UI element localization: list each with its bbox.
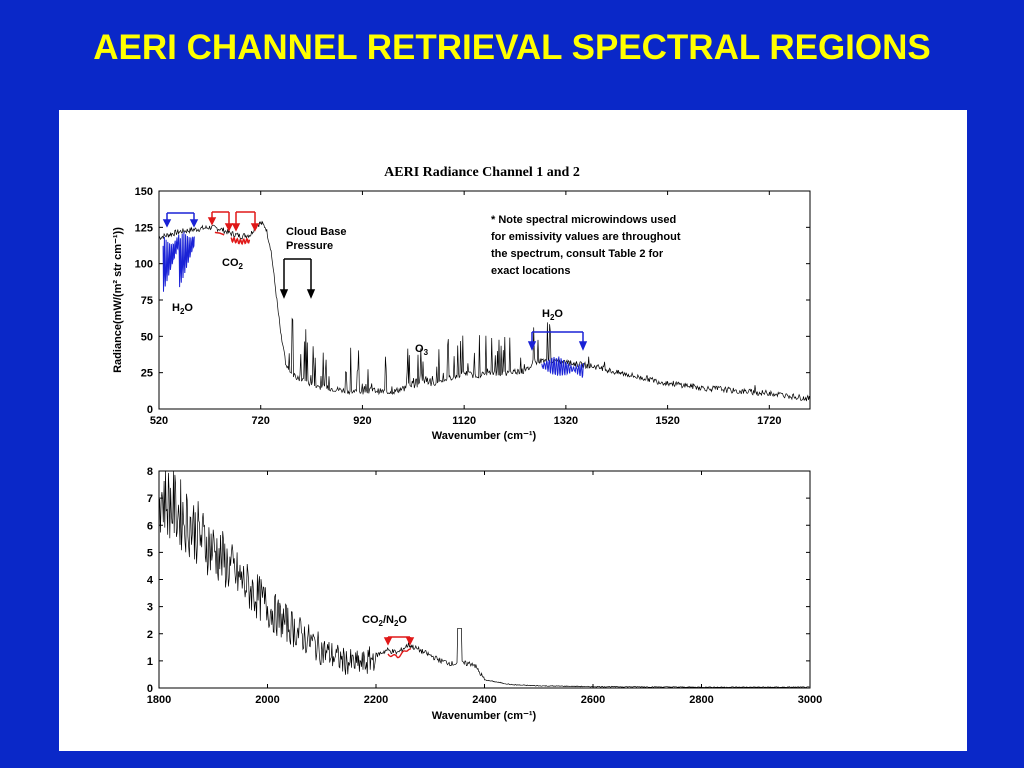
co2-microwindow-1	[214, 231, 225, 236]
x-tick-label: 3000	[798, 694, 822, 706]
spectrum-trace	[158, 220, 811, 402]
h2o-right-bracket	[527, 331, 588, 351]
y-tick-label: 125	[135, 222, 153, 234]
co2-n2o-label: CO2/N2O	[362, 614, 407, 628]
y-tick-label: 7	[147, 493, 153, 505]
o3-label: O3	[415, 343, 429, 357]
y-tick-label: 1	[147, 656, 153, 668]
note-line-4: exact locations	[491, 265, 570, 277]
x-tick-label: 720	[252, 415, 270, 427]
top-spectrum-line	[158, 220, 811, 402]
y-tick-label: 4	[147, 575, 154, 587]
y-tick-label: 8	[147, 466, 153, 478]
note-line-2: for emissivity values are throughout	[491, 231, 681, 243]
top-chart: AERI Radiance Channel 1 and 2 0 25 50 75 100…	[112, 165, 811, 442]
bottom-plot-frame	[158, 470, 811, 689]
top-highlight-overlays	[162, 231, 585, 378]
charts-svg: AERI Radiance Channel 1 and 2 0255075100…	[112, 165, 822, 722]
y-tick-label: 100	[135, 259, 153, 271]
y-tick-label: 150	[135, 186, 153, 198]
y-tick-label: 6	[147, 520, 153, 532]
chart-panel: AERI Radiance Channel 1 and 2 0 25 50 75 100…	[59, 110, 967, 751]
bottom-chart: 0 1 2 3 4 5 6 7 8 1800 2000 2200 2400 2600 2800 3000 W…	[147, 466, 822, 722]
co2-n2o-bracket	[383, 636, 415, 646]
x-tick-label: 2400	[472, 694, 496, 706]
x-tick-label: 1800	[147, 694, 171, 706]
h2o-right-label: H2O	[542, 308, 563, 322]
x-tick-label: 2800	[689, 694, 713, 706]
x-tick-label: 2200	[364, 694, 388, 706]
y-tick-label: 75	[141, 295, 153, 307]
bottom-y-ticks: 0 1 2 3 4 5 6 7 8	[147, 466, 810, 695]
cloud-base-label-line1: Cloud Base	[286, 226, 347, 238]
x-tick-label: 520	[150, 415, 168, 427]
top-x-axis-label: Wavenumber (cm⁻¹)	[432, 430, 537, 442]
bottom-spectrum-line	[158, 470, 810, 689]
slide-title: AERI CHANNEL RETRIEVAL SPECTRAL REGIONS	[93, 28, 931, 67]
y-tick-label: 0	[147, 404, 153, 416]
bottom-x-ticks: 1800 2000 2200 2400 2600 2800 3000	[147, 471, 822, 706]
h2o-right-microwindow	[541, 356, 585, 378]
bottom-x-axis-label: Wavenumber (cm⁻¹)	[432, 710, 537, 722]
co2-microwindow-2	[230, 237, 251, 246]
y-tick-label: 3	[147, 602, 153, 614]
bottom-highlight-overlays	[387, 648, 412, 659]
top-y-axis-label: Radiance(mW/(m² str cm⁻¹))	[112, 227, 124, 373]
h2o-left-label: H2O	[172, 302, 193, 316]
cloud-base-bracket	[279, 258, 316, 299]
x-tick-label: 2000	[255, 694, 279, 706]
x-tick-label: 920	[353, 415, 371, 427]
h2o-left-microwindow	[162, 231, 195, 292]
y-tick-label: 2	[147, 629, 153, 641]
x-tick-label: 1120	[452, 415, 476, 427]
y-tick-label: 50	[141, 331, 153, 343]
x-tick-label: 1320	[554, 415, 578, 427]
cloud-base-label-line2: Pressure	[286, 240, 333, 252]
y-tick-label: 25	[141, 368, 153, 380]
top-chart-title: AERI Radiance Channel 1 and 2	[384, 165, 580, 180]
x-tick-label: 2600	[581, 694, 605, 706]
top-y-ticks: 0 25 50 75 100 125 150	[135, 186, 810, 416]
co2-brackets	[207, 211, 260, 232]
y-tick-label: 0	[147, 683, 153, 695]
spectrum-trace	[158, 470, 810, 689]
co2-n2o-microwindow	[387, 648, 412, 659]
note-line-3: the spectrum, consult Table 2 for	[491, 248, 664, 260]
x-tick-label: 1720	[757, 415, 781, 427]
top-x-ticks: 520 720 920 1120 1320 1520 1720	[150, 191, 782, 427]
h2o-left-bracket	[162, 212, 199, 228]
note-line-1: * Note spectral microwindows used	[491, 214, 676, 226]
y-tick-label: 5	[147, 547, 153, 559]
co2-label: CO2	[222, 257, 244, 271]
x-tick-label: 1520	[655, 415, 679, 427]
